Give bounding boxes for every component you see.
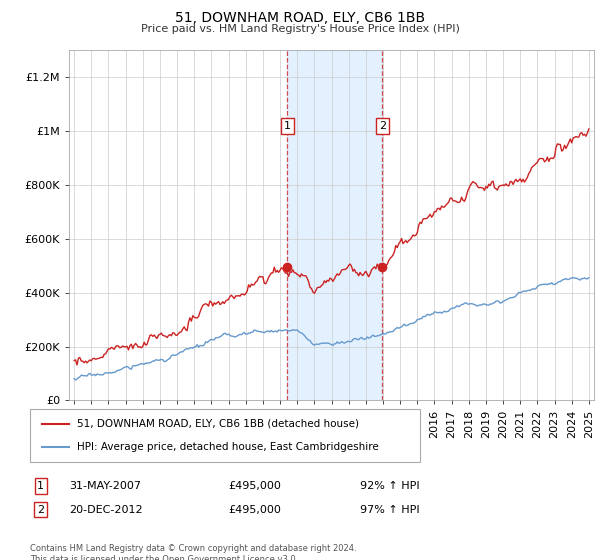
Text: 2: 2	[37, 505, 44, 515]
Text: 51, DOWNHAM ROAD, ELY, CB6 1BB (detached house): 51, DOWNHAM ROAD, ELY, CB6 1BB (detached…	[77, 419, 359, 429]
Text: Price paid vs. HM Land Registry's House Price Index (HPI): Price paid vs. HM Land Registry's House …	[140, 24, 460, 34]
Text: £495,000: £495,000	[228, 481, 281, 491]
Text: 51, DOWNHAM ROAD, ELY, CB6 1BB: 51, DOWNHAM ROAD, ELY, CB6 1BB	[175, 11, 425, 25]
Text: £495,000: £495,000	[228, 505, 281, 515]
FancyBboxPatch shape	[30, 409, 420, 462]
Bar	[287, 50, 382, 400]
Text: 97% ↑ HPI: 97% ↑ HPI	[360, 505, 419, 515]
Text: 1: 1	[37, 481, 44, 491]
Text: 1: 1	[284, 121, 291, 131]
Text: HPI: Average price, detached house, East Cambridgeshire: HPI: Average price, detached house, East…	[77, 442, 379, 452]
Text: Contains HM Land Registry data © Crown copyright and database right 2024.
This d: Contains HM Land Registry data © Crown c…	[30, 544, 356, 560]
Text: 20-DEC-2012: 20-DEC-2012	[69, 505, 143, 515]
Text: 92% ↑ HPI: 92% ↑ HPI	[360, 481, 419, 491]
Text: 31-MAY-2007: 31-MAY-2007	[69, 481, 141, 491]
Text: 2: 2	[379, 121, 386, 131]
